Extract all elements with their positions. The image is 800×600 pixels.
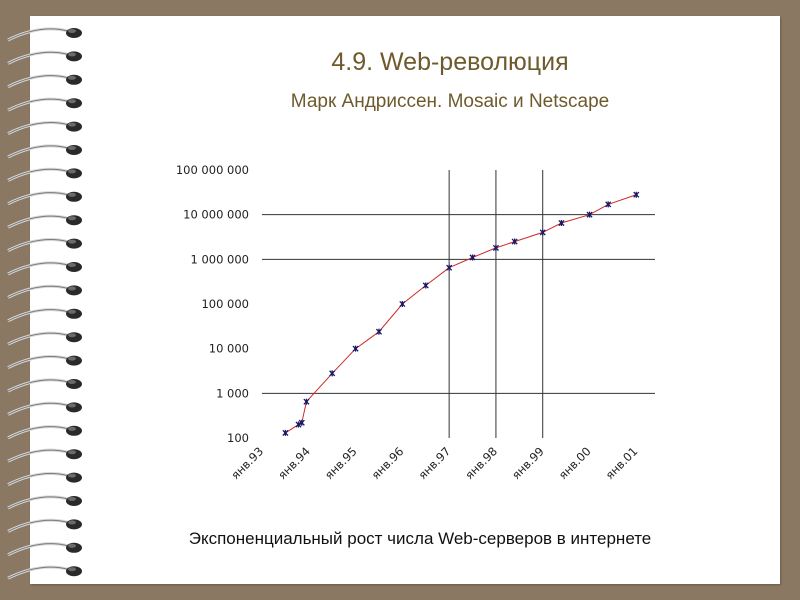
- spiral-ring: [7, 542, 82, 557]
- data-point: [586, 211, 593, 218]
- data-point: [469, 254, 476, 261]
- slide-title: 4.9. Web-революция: [331, 48, 569, 76]
- slide-subtitle: Марк Андриссен. Mosaic и Netscape: [290, 91, 610, 112]
- spiral-ring: [7, 261, 82, 276]
- spiral-ring: [7, 144, 82, 159]
- data-point: [298, 419, 305, 426]
- y-tick-label: 1 000 000: [190, 252, 249, 266]
- x-tick-label: янв.94: [275, 444, 313, 482]
- spiral-ring: [7, 167, 82, 182]
- data-point: [446, 264, 453, 271]
- y-tick-label: 100 000 000: [176, 163, 249, 177]
- spiral-ring: [7, 355, 82, 369]
- spiral-ring: [7, 121, 82, 135]
- y-tick-label: 10 000: [209, 342, 249, 356]
- notebook-page: [30, 16, 780, 584]
- x-tick-label: янв.95: [322, 444, 360, 482]
- data-point: [492, 244, 499, 251]
- y-tick-label: 100 000: [201, 297, 249, 311]
- data-point: [329, 370, 336, 377]
- y-tick-label: 1 000: [216, 386, 249, 400]
- spiral-ring: [7, 50, 82, 65]
- spiral-ring: [7, 425, 82, 440]
- spiral-ring: [7, 495, 82, 510]
- series-line: [285, 194, 637, 434]
- y-tick-label: 100: [227, 431, 249, 445]
- spiral-ring: [7, 308, 82, 323]
- data-point: [303, 398, 310, 405]
- spiral-ring: [7, 518, 82, 533]
- data-point: [375, 328, 383, 335]
- spiral-ring: [7, 448, 82, 463]
- data-point: [633, 191, 640, 198]
- x-tick-label: янв.96: [369, 444, 407, 482]
- spiral-ring: [7, 238, 82, 252]
- spiral-ring: [7, 97, 82, 112]
- spiral-ring: [7, 214, 82, 229]
- spiral-ring: [7, 284, 82, 299]
- spiral-ring: [7, 378, 82, 393]
- x-tick-label: янв.00: [556, 444, 594, 482]
- spiral-ring: [7, 191, 82, 206]
- data-point: [352, 345, 359, 352]
- spiral-ring: [7, 331, 82, 346]
- x-tick-label: янв.98: [462, 444, 500, 482]
- data-point: [399, 300, 406, 308]
- y-tick-label: 10 000 000: [183, 208, 249, 222]
- data-point: [422, 282, 429, 289]
- data-point: [558, 219, 565, 227]
- spiral-ring: [7, 565, 82, 580]
- data-point: [539, 229, 546, 236]
- x-tick-label: янв.97: [415, 444, 453, 482]
- x-tick-label: янв.93: [228, 444, 266, 482]
- spiral-ring: [7, 472, 82, 486]
- spiral-ring: [7, 74, 82, 89]
- data-point: [282, 429, 289, 436]
- chart-caption: Экспоненциальный рост числа Web-серверов…: [188, 529, 652, 548]
- data-point: [605, 201, 612, 208]
- x-tick-label: янв.99: [509, 444, 547, 482]
- spiral-binding: [7, 27, 82, 580]
- spiral-ring: [7, 27, 82, 42]
- data-point: [511, 238, 518, 245]
- x-tick-label: янв.01: [603, 444, 641, 482]
- spiral-ring: [7, 401, 82, 416]
